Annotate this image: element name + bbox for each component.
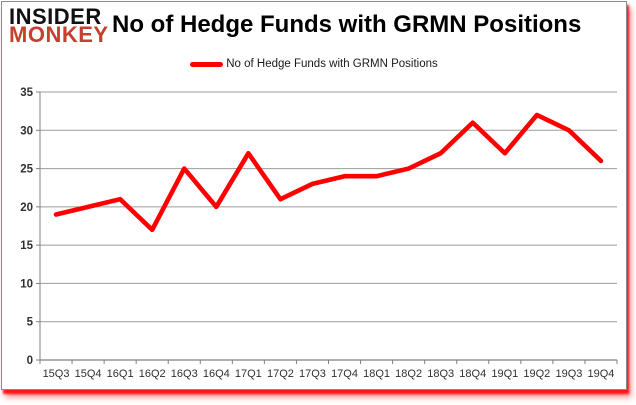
y-tick-label-5: 5 bbox=[27, 317, 34, 329]
x-tick-label-17Q2: 17Q2 bbox=[267, 368, 294, 380]
chart-title: No of Hedge Funds with GRMN Positions bbox=[112, 11, 582, 38]
chart-panel: INSIDER MONKEY No of Hedge Funds with GR… bbox=[1, 1, 627, 390]
x-tick-label-19Q1: 19Q1 bbox=[491, 368, 518, 380]
x-tick-label-16Q4: 16Q4 bbox=[203, 368, 230, 380]
series-line bbox=[53, 112, 604, 233]
x-tick-label-18Q2: 18Q2 bbox=[395, 368, 422, 380]
y-tick-label-25: 25 bbox=[20, 164, 33, 176]
x-tick-label-16Q3: 16Q3 bbox=[171, 368, 198, 380]
x-tick-label-17Q1: 17Q1 bbox=[235, 368, 262, 380]
legend-label: No of Hedge Funds with GRMN Positions bbox=[226, 58, 438, 70]
logo-line2: MONKEY bbox=[9, 22, 109, 48]
logo-line1: INSIDER bbox=[9, 4, 102, 29]
y-tick-label-30: 30 bbox=[20, 125, 33, 137]
x-tick-label-17Q4: 17Q4 bbox=[331, 368, 358, 380]
x-tick-label-18Q3: 18Q3 bbox=[427, 368, 454, 380]
x-tick-label-16Q1: 16Q1 bbox=[107, 368, 134, 380]
y-tick-label-15: 15 bbox=[20, 240, 33, 252]
y-tick-label-0: 0 bbox=[27, 355, 33, 367]
y-tick-label-20: 20 bbox=[20, 202, 33, 214]
y-tick-label-35: 35 bbox=[20, 87, 33, 99]
legend: No of Hedge Funds with GRMN Positions bbox=[2, 58, 626, 70]
x-tick-label-19Q4: 19Q4 bbox=[588, 368, 615, 380]
x-tick-label-15Q4: 15Q4 bbox=[75, 368, 102, 380]
x-tick-label-19Q2: 19Q2 bbox=[523, 368, 550, 380]
x-tick-label-19Q3: 19Q3 bbox=[555, 368, 582, 380]
legend-line-marker bbox=[190, 61, 224, 67]
y-tick-label-10: 10 bbox=[20, 278, 33, 290]
x-tick-label-18Q4: 18Q4 bbox=[459, 368, 486, 380]
x-tick-label-17Q3: 17Q3 bbox=[299, 368, 326, 380]
x-tick-label-16Q2: 16Q2 bbox=[139, 368, 166, 380]
line-chart-plot-area: 0 5 10 15 20 25 30 35 15Q3 15Q4 16Q1 16Q2 16Q3 16Q4 17… bbox=[20, 87, 618, 380]
insider-monkey-logo: INSIDER MONKEY bbox=[9, 4, 109, 48]
x-tick-label-18Q1: 18Q1 bbox=[363, 368, 390, 380]
x-tick-label-15Q3: 15Q3 bbox=[43, 368, 70, 380]
